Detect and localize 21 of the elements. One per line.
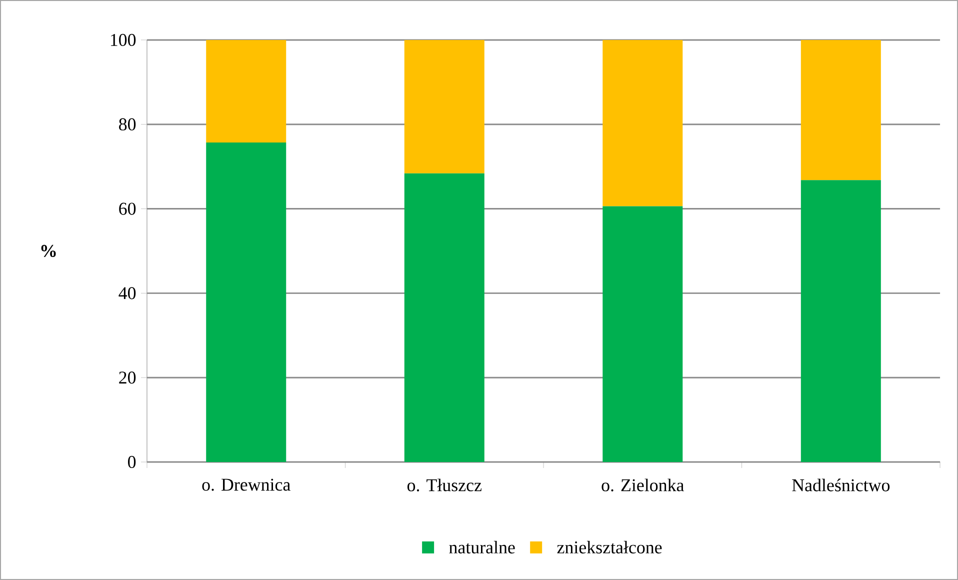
- y-axis-title: %: [41, 244, 56, 258]
- bar: [602, 206, 683, 462]
- x-tick-label: o. Drewnica: [202, 478, 290, 491]
- y-tick-label: 20: [119, 372, 136, 384]
- y-tick-label: 0: [128, 456, 136, 468]
- bar: [602, 40, 683, 206]
- y-tick-label: 40: [118, 287, 136, 300]
- y-tick-label: 80: [119, 118, 136, 130]
- legend-label: zniekształcone: [557, 540, 662, 554]
- legend-label: naturalne: [449, 540, 515, 554]
- bar: [404, 173, 484, 462]
- y-tick-label: 60: [119, 202, 136, 215]
- bar: [404, 40, 484, 174]
- x-tick-label: o. Tłuszcz: [407, 478, 482, 492]
- bar: [206, 40, 286, 143]
- bar: [800, 40, 881, 180]
- x-tick-label: Nadleśnictwo: [792, 478, 890, 492]
- y-tick-label: 100: [110, 34, 136, 46]
- bar: [800, 180, 881, 462]
- bar: [206, 142, 286, 462]
- x-tick-label: o. Zielonka: [602, 478, 684, 492]
